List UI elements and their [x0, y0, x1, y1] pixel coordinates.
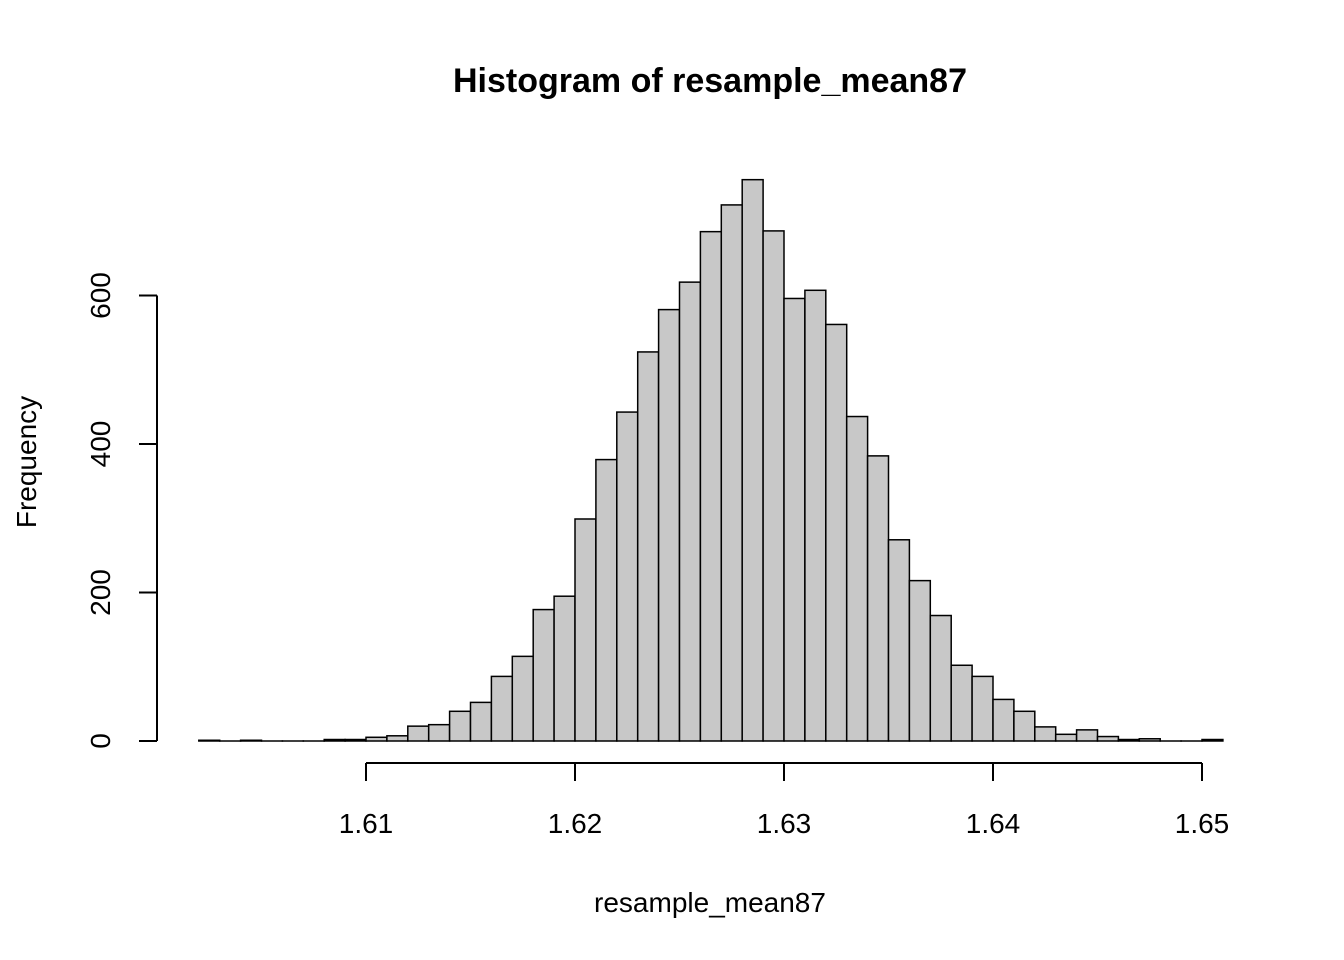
chart-title: Histogram of resample_mean87: [453, 62, 967, 100]
histogram-bar: [762, 230, 785, 742]
y-axis: 0 200 400 600: [85, 272, 158, 749]
histogram-bar: [344, 738, 367, 742]
histogram-bar: [1075, 729, 1099, 742]
y-tick-label: 600: [85, 272, 116, 319]
bars-group: [198, 178, 1224, 742]
histogram-bar: [971, 675, 994, 742]
histogram-bar: [490, 675, 514, 742]
histogram-bar: [636, 351, 660, 742]
histogram-bar: [427, 723, 451, 742]
histogram-bar: [950, 664, 973, 742]
histogram-bar: [699, 230, 723, 742]
histogram-bar: [678, 281, 702, 742]
histogram-bar: [929, 614, 952, 742]
histogram-bar: [866, 455, 890, 742]
histogram-bar: [532, 608, 555, 742]
histogram-bar: [407, 725, 430, 742]
histogram-bar: [657, 308, 681, 742]
histogram-bar: [386, 735, 409, 742]
x-tick-label: 1.61: [339, 808, 394, 839]
histogram-bar: [887, 539, 911, 742]
histogram-bar: [595, 458, 618, 742]
histogram-bar: [1034, 726, 1057, 742]
histogram-bar: [741, 178, 764, 742]
histogram-bar: [804, 289, 827, 742]
histogram-bar: [553, 595, 576, 742]
histogram-bar: [323, 738, 346, 742]
y-tick-label: 0: [85, 733, 116, 749]
histogram-bar: [908, 579, 932, 742]
histogram-bar: [469, 701, 493, 742]
histogram-bar: [511, 655, 534, 742]
x-tick-label: 1.65: [1175, 808, 1230, 839]
x-tick-label: 1.63: [757, 808, 812, 839]
x-axis-label: resample_mean87: [594, 887, 826, 918]
histogram-bar: [1013, 710, 1036, 742]
histogram-bar: [365, 736, 388, 742]
y-tick-label: 200: [85, 569, 116, 616]
histogram-bar: [1201, 738, 1224, 742]
x-tick-label: 1.62: [548, 808, 603, 839]
histogram-bar: [1054, 733, 1078, 742]
histogram-bar: [845, 415, 869, 742]
histogram-bar: [239, 739, 263, 742]
histogram-bar: [448, 710, 472, 742]
histogram-bar: [825, 323, 848, 742]
histogram-bar: [1096, 735, 1120, 742]
x-tick-label: 1.64: [966, 808, 1021, 839]
y-tick-label: 400: [85, 421, 116, 468]
histogram-bar: [783, 297, 806, 742]
histogram-bar: [1138, 738, 1161, 742]
x-axis: 1.61 1.62 1.63 1.64 1.65: [339, 762, 1230, 839]
y-axis-label: Frequency: [11, 396, 42, 528]
histogram-bar: [574, 518, 597, 742]
histogram-bar: [1117, 738, 1141, 742]
histogram-bar: [992, 698, 1015, 742]
histogram-bar: [198, 739, 221, 742]
histogram-bar: [616, 411, 639, 742]
histogram-bar: [720, 204, 743, 742]
